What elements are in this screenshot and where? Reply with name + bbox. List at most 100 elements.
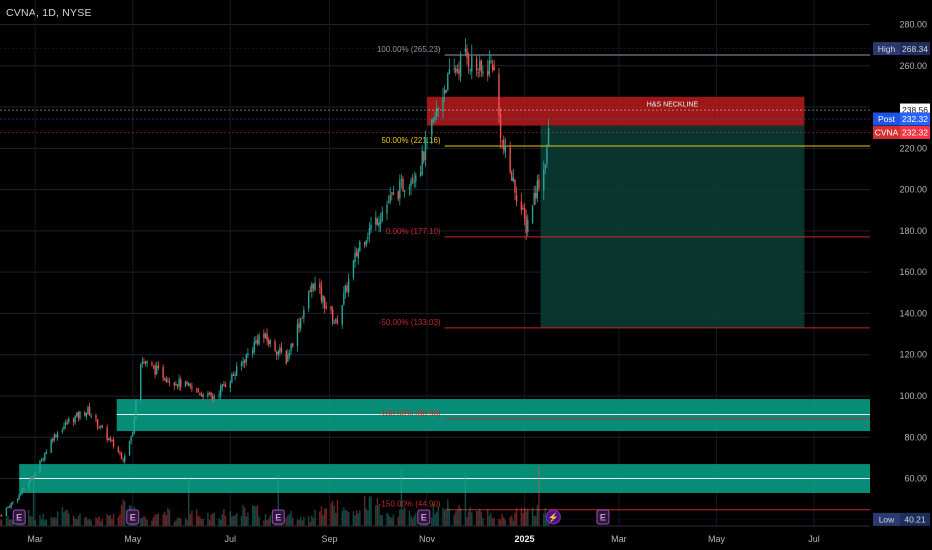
price-label-box — [900, 512, 930, 526]
volume-bar — [410, 515, 412, 526]
volume-bar — [176, 517, 179, 526]
candle-body — [50, 439, 52, 453]
volume-bar — [184, 517, 187, 526]
candle-body — [7, 506, 9, 509]
candle-body — [229, 382, 231, 388]
volume-bar — [122, 499, 124, 526]
candle-body — [423, 152, 425, 162]
candle-body — [379, 219, 382, 225]
candle-body — [459, 55, 462, 77]
volume-bar — [96, 518, 99, 526]
candle-body — [135, 399, 137, 419]
candle-body — [447, 73, 449, 91]
candle-body — [202, 394, 204, 398]
volume-bar — [117, 516, 120, 526]
volume-bar — [229, 511, 231, 526]
candle-body — [435, 108, 438, 117]
candle-body — [162, 367, 164, 379]
candle-body — [307, 291, 310, 309]
flash-event-glyph: ⚡ — [548, 512, 559, 524]
candle-body — [547, 128, 550, 146]
volume-bar — [381, 514, 383, 526]
volume-bar — [72, 515, 75, 526]
volume-bar — [56, 511, 59, 526]
candle-body — [263, 333, 265, 338]
candle-body — [330, 306, 332, 310]
volume-bar — [538, 466, 540, 526]
x-tick-label: Mar — [27, 534, 43, 544]
candle-body — [56, 432, 59, 438]
neckline-zone — [427, 96, 805, 126]
candle-body — [290, 343, 292, 352]
candle-body — [12, 501, 14, 504]
candle-body — [16, 498, 19, 502]
candle-body — [426, 137, 428, 142]
candle-body — [45, 451, 48, 454]
volume-bar — [68, 513, 70, 526]
candle-body — [285, 351, 287, 364]
volume-bar — [12, 519, 14, 526]
volume-bar — [55, 517, 57, 526]
candle-body — [431, 118, 433, 136]
candle-body — [207, 392, 209, 397]
volume-bar — [288, 514, 291, 526]
candle-body — [336, 320, 339, 324]
volume-bar — [221, 514, 223, 526]
candle-body — [279, 348, 281, 353]
volume-bar — [98, 516, 100, 526]
candle-body — [514, 179, 516, 193]
candle-body — [197, 389, 200, 393]
earnings-event-icon — [271, 509, 285, 525]
volume-bar — [120, 505, 123, 526]
volume-bar — [207, 512, 209, 526]
candle-body — [88, 406, 91, 416]
candle-body — [224, 384, 227, 388]
candle-body — [231, 373, 233, 383]
candle-body — [199, 393, 201, 395]
volume-bar — [42, 513, 44, 526]
volume-bar — [375, 505, 377, 526]
candle-body — [490, 61, 492, 63]
volume-bar — [61, 506, 64, 526]
price-label-value: 238.56 — [902, 105, 928, 115]
candle-body — [378, 222, 380, 227]
candle-body — [520, 201, 523, 211]
candle-body — [408, 186, 411, 189]
candle-body — [477, 72, 479, 74]
candle-body — [538, 179, 540, 189]
candle-body — [0, 515, 3, 517]
candle-body — [85, 412, 88, 417]
candle-body — [386, 204, 388, 214]
earnings-event-icon — [126, 509, 140, 525]
volume-bar — [504, 519, 507, 526]
candle-body — [109, 437, 112, 440]
candle-body — [31, 477, 33, 479]
volume-bar — [253, 505, 255, 526]
candle-body — [376, 218, 379, 226]
volume-bar — [40, 519, 43, 526]
candle-body — [40, 458, 43, 460]
volume-bar — [319, 511, 321, 526]
volume-bar — [298, 519, 300, 526]
volume-bar — [413, 515, 415, 526]
candle-body — [320, 287, 323, 301]
candle-body — [467, 56, 470, 68]
volume-bar — [399, 510, 401, 526]
volume-bar — [448, 508, 451, 526]
candle-body — [143, 362, 145, 364]
volume-bar — [287, 515, 289, 526]
candle-body — [432, 117, 435, 122]
volume-bar — [512, 520, 515, 526]
volume-bar — [525, 511, 527, 526]
candle-body — [256, 339, 259, 344]
volume-bar — [523, 507, 526, 526]
candle-body — [8, 506, 11, 508]
price-label-tag — [873, 125, 900, 139]
candle-body — [480, 60, 483, 72]
volume-bar — [330, 503, 332, 526]
candle-body — [355, 251, 358, 257]
volume-bar — [52, 517, 54, 526]
candle-body — [512, 177, 515, 182]
candle-body — [365, 240, 367, 246]
